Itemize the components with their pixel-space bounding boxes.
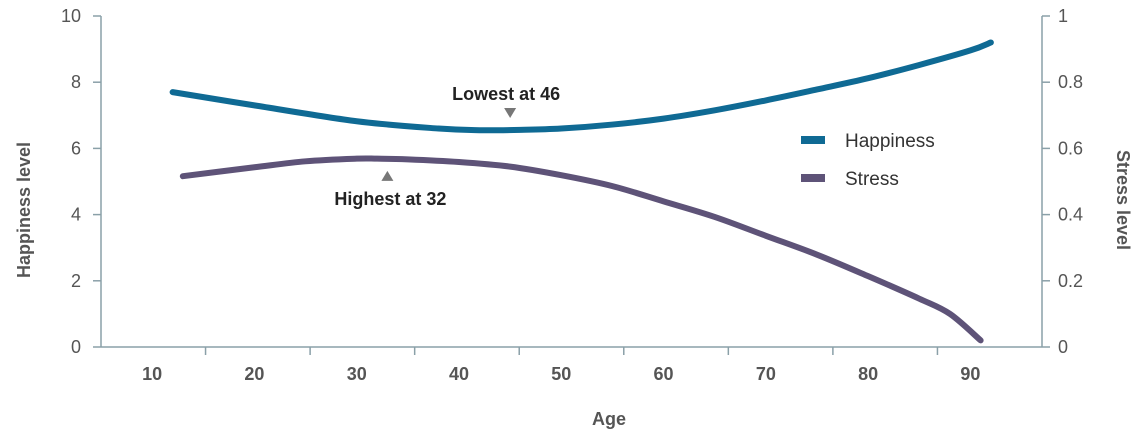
y-tick-label: 8 <box>71 72 81 92</box>
x-tick-label: 30 <box>347 364 367 384</box>
legend: Happiness Stress <box>801 131 935 190</box>
legend-swatch-happiness <box>801 136 825 144</box>
annotation-label: Lowest at 46 <box>452 84 560 104</box>
series-line-happiness <box>169 39 994 134</box>
x-tick-label: 90 <box>960 364 980 384</box>
x-tick-label: 20 <box>244 364 264 384</box>
y2-tick-label: 0 <box>1058 337 1068 357</box>
y-tick-label: 0 <box>71 337 81 357</box>
y-axis-title: Happiness level <box>14 142 34 278</box>
x-tick-label: 80 <box>858 364 878 384</box>
annotations: Lowest at 46 Highest at 32 <box>334 84 560 209</box>
x-axis-title: Age <box>592 409 626 429</box>
annotation-marker-down <box>504 107 517 118</box>
annotation-label: Highest at 32 <box>334 189 446 209</box>
y2-tick-label: 1 <box>1058 6 1068 26</box>
y-tick-label: 6 <box>71 138 81 158</box>
y-tick-label: 10 <box>61 6 81 26</box>
y2-tick-label: 0.6 <box>1058 138 1083 158</box>
y2-tick-label: 0.2 <box>1058 271 1083 291</box>
x-tick-label: 50 <box>551 364 571 384</box>
legend-swatch-stress <box>801 174 825 182</box>
y2-axis-title: Stress level <box>1113 150 1133 250</box>
y-tick-label: 2 <box>71 271 81 291</box>
x-tick-label: 10 <box>142 364 162 384</box>
axes <box>93 15 1050 355</box>
legend-label-stress: Stress <box>845 169 899 190</box>
y2-tick-label: 0.4 <box>1058 205 1083 225</box>
series-line-stress <box>179 155 984 344</box>
tick-labels: 0 2 4 6 8 10 0 0.2 0.4 0.6 0.8 1 10 20 30 40 50 60 70 80 90 <box>61 6 1083 384</box>
x-tick-label: 40 <box>449 364 469 384</box>
x-tick-label: 60 <box>654 364 674 384</box>
y-tick-label: 4 <box>71 205 81 225</box>
x-tick-label: 70 <box>756 364 776 384</box>
legend-label-happiness: Happiness <box>845 131 935 152</box>
series-lines <box>169 39 994 344</box>
y2-tick-label: 0.8 <box>1058 72 1083 92</box>
annotation-marker-up <box>381 170 394 181</box>
